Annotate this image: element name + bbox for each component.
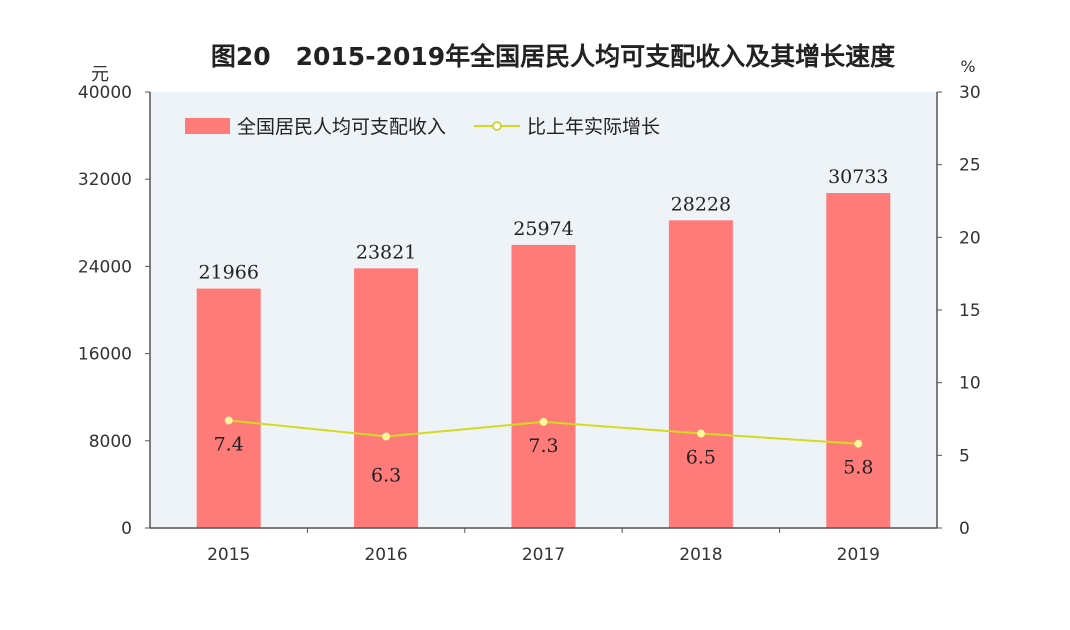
right-tick-label: 20 — [959, 228, 981, 248]
x-tick-label: 2015 — [207, 545, 250, 565]
left-axis-unit: 元 — [91, 64, 109, 85]
right-axis-unit: % — [960, 57, 975, 76]
right-tick-label: 5 — [959, 446, 970, 466]
right-tick-label: 0 — [959, 519, 970, 539]
bar-2019 — [826, 193, 891, 528]
x-tick-label: 2018 — [679, 545, 722, 565]
x-tick-label: 2019 — [837, 545, 880, 565]
bar-value-label: 28228 — [671, 193, 731, 215]
left-tick-label: 0 — [121, 519, 132, 539]
legend-line-marker — [492, 121, 502, 131]
growth-point-2015 — [224, 416, 233, 425]
bar-value-label: 25974 — [513, 218, 573, 240]
right-tick-label: 25 — [959, 156, 981, 176]
growth-point-2018 — [696, 429, 705, 438]
legend: 全国居民人均可支配收入 比上年实际增长 — [185, 116, 660, 138]
growth-value-label: 7.3 — [528, 435, 558, 457]
legend-line-label: 比上年实际增长 — [527, 116, 660, 138]
growth-point-2019 — [854, 439, 863, 448]
growth-point-2017 — [539, 417, 548, 426]
bar-value-label: 21966 — [198, 262, 258, 284]
bar-2015 — [196, 288, 261, 528]
left-tick-label: 16000 — [78, 345, 132, 365]
right-tick-label: 15 — [959, 301, 981, 321]
left-tick-label: 24000 — [78, 257, 132, 277]
left-tick-label: 8000 — [89, 432, 132, 452]
left-tick-label: 32000 — [78, 170, 132, 190]
growth-point-2016 — [382, 432, 391, 441]
growth-value-label: 6.3 — [371, 464, 401, 486]
right-tick-label: 10 — [959, 374, 981, 394]
bar-2017 — [511, 244, 576, 528]
bar-value-label: 30733 — [828, 166, 888, 188]
x-tick-label: 2016 — [364, 545, 407, 565]
growth-value-label: 5.8 — [843, 457, 873, 479]
bar-value-label: 23821 — [356, 241, 416, 263]
growth-value-label: 7.4 — [214, 433, 244, 455]
bar-2018 — [668, 220, 733, 528]
legend-bar-swatch — [185, 118, 230, 134]
legend-bar-label: 全国居民人均可支配收入 — [237, 116, 446, 138]
x-tick-label: 2017 — [522, 545, 565, 565]
right-tick-label: 30 — [959, 83, 981, 103]
chart-title: 图20 2015-2019年全国居民人均可支配收入及其增长速度 — [211, 42, 895, 71]
growth-value-label: 6.5 — [686, 447, 716, 469]
left-tick-label: 40000 — [78, 83, 132, 103]
bar-2016 — [354, 268, 419, 528]
